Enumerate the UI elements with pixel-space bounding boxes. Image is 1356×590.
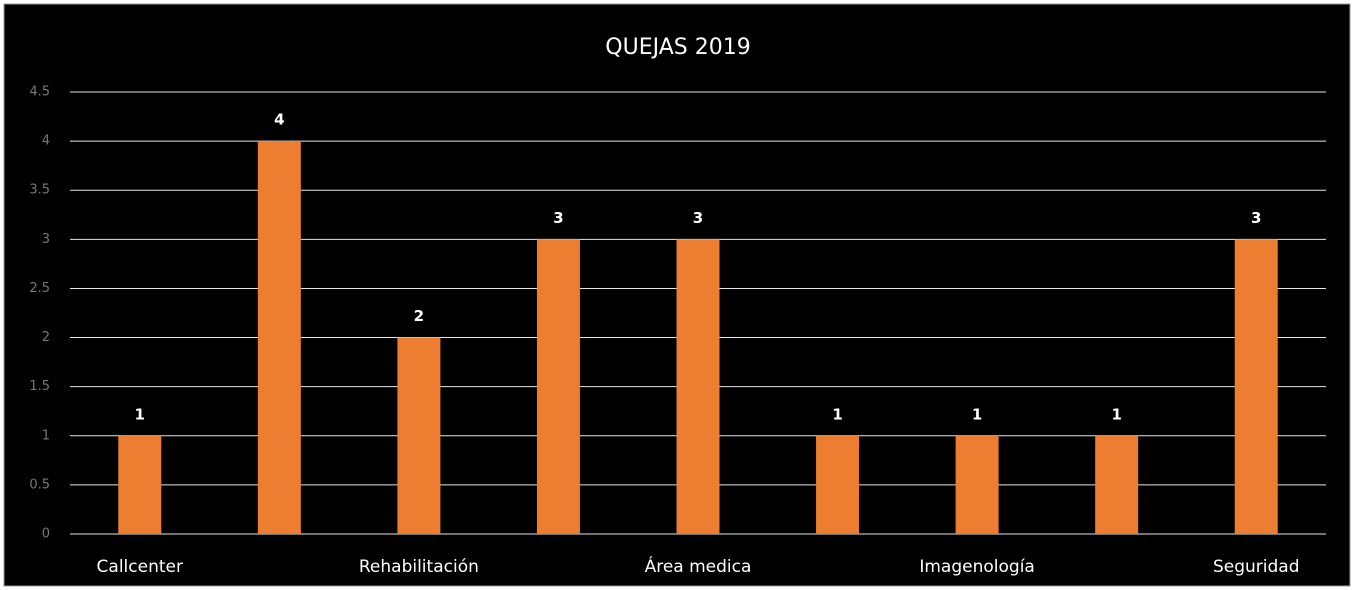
y-tick-label: 4 [42,134,50,149]
y-tick-label: 4.5 [29,85,50,100]
data-label: 1 [972,405,982,423]
chart-title: QUEJAS 2019 [605,35,750,60]
y-tick-label: 2 [42,330,50,345]
y-tick-label: 1 [42,428,50,443]
data-label: 1 [1111,405,1121,423]
x-tick-label: Rehabilitación [359,557,479,577]
bar [816,435,860,534]
bar [1234,239,1278,535]
y-tick-label: 2.5 [29,281,50,296]
x-tick-label: Imagenología [919,557,1034,577]
bar [118,435,162,534]
data-label: 2 [414,307,424,325]
y-tick-label: 3.5 [29,183,50,198]
data-label: 3 [1251,209,1261,227]
bar [1095,435,1139,534]
bar [955,435,999,534]
x-tick-label: Área medica [645,555,752,577]
bar [676,239,720,535]
data-label: 1 [832,405,842,423]
data-label: 3 [553,209,563,227]
y-tick-label: 1.5 [29,379,50,394]
x-tick-label: Callcenter [97,557,183,577]
data-label: 4 [274,111,284,129]
x-tick-label: Seguridad [1213,557,1300,577]
data-label: 1 [135,405,145,423]
bar [536,239,580,535]
y-tick-label: 3 [42,232,50,247]
bar [397,337,441,534]
bar [257,141,301,534]
y-tick-label: 0.5 [29,477,50,492]
y-tick-label: 0 [42,527,50,542]
data-label: 3 [693,209,703,227]
